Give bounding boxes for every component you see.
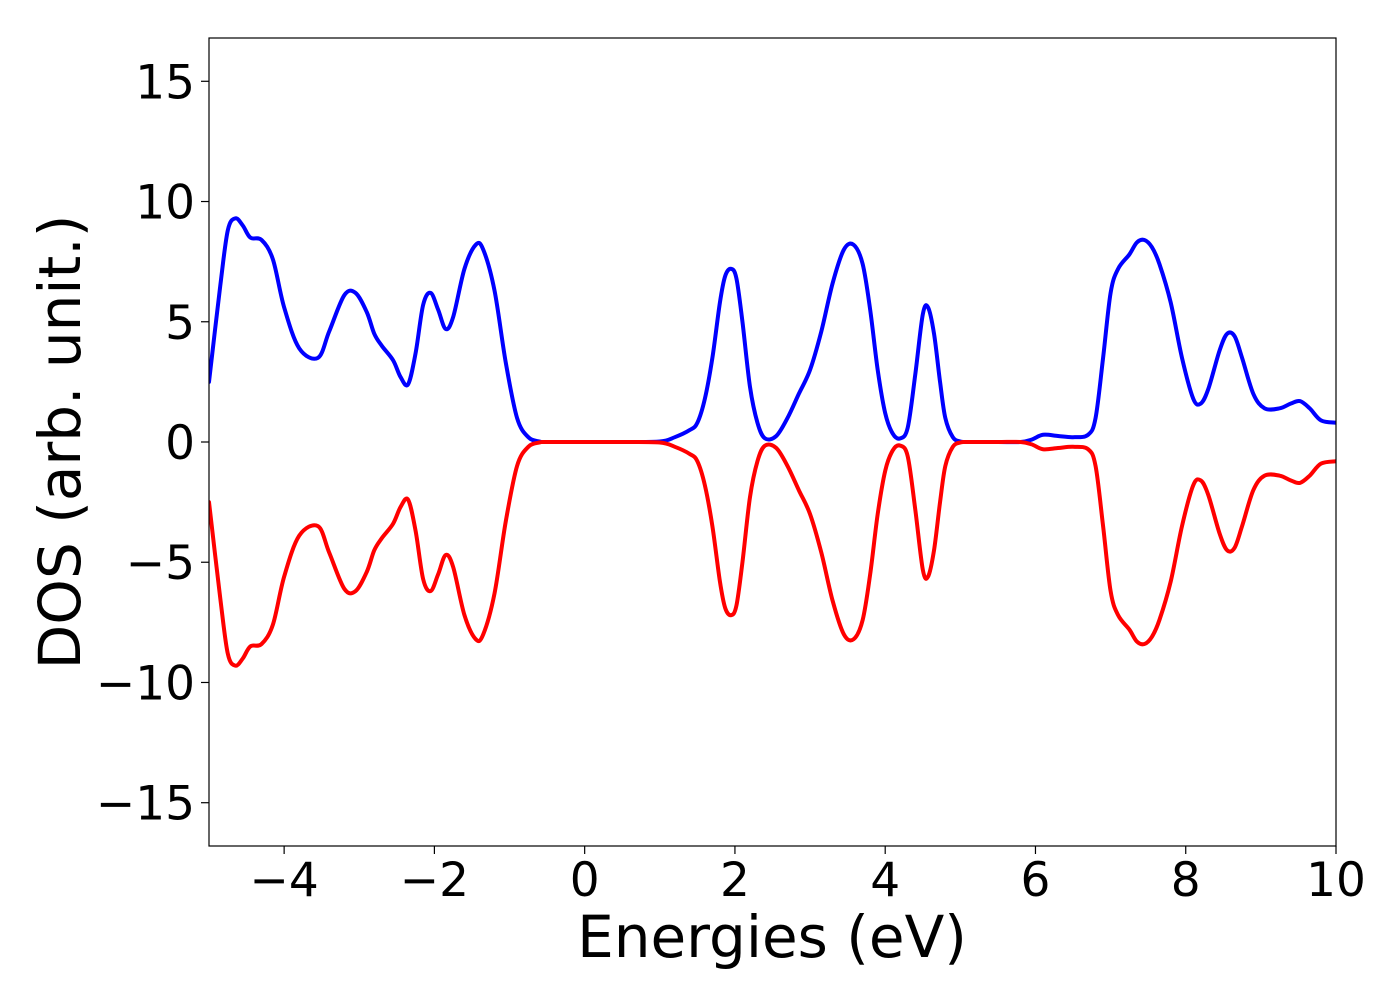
y-tick-label: 15 <box>135 55 195 110</box>
x-tick-label: 8 <box>1171 853 1201 908</box>
x-tick-label: 0 <box>570 853 600 908</box>
x-tick-label: −4 <box>249 853 318 908</box>
y-tick-label: 5 <box>165 296 195 351</box>
series-line-1 <box>209 216 1336 445</box>
x-tick-label: 6 <box>1021 853 1051 908</box>
ticks-layer: −4 −2 0 2 4 6 8 10 −15 −10 −5 0 5 10 15 <box>96 55 1366 908</box>
y-tick-label: 0 <box>165 416 195 471</box>
y-tick-label: −10 <box>96 656 195 711</box>
y-tick-label: −5 <box>126 536 195 591</box>
x-tick-label: 10 <box>1306 853 1366 908</box>
y-axis-label: DOS (arb. unit.) <box>26 215 94 670</box>
series-layer <box>209 216 1336 668</box>
plot-area <box>209 38 1336 846</box>
y-tick-label: −15 <box>96 777 195 832</box>
x-axis-label: Energies (eV) <box>577 903 967 971</box>
x-tick-label: 2 <box>720 853 750 908</box>
x-tick-label: 4 <box>870 853 900 908</box>
x-tick-label: −2 <box>400 853 469 908</box>
series-line-2 <box>209 439 1336 668</box>
y-tick-label: 10 <box>135 176 195 231</box>
